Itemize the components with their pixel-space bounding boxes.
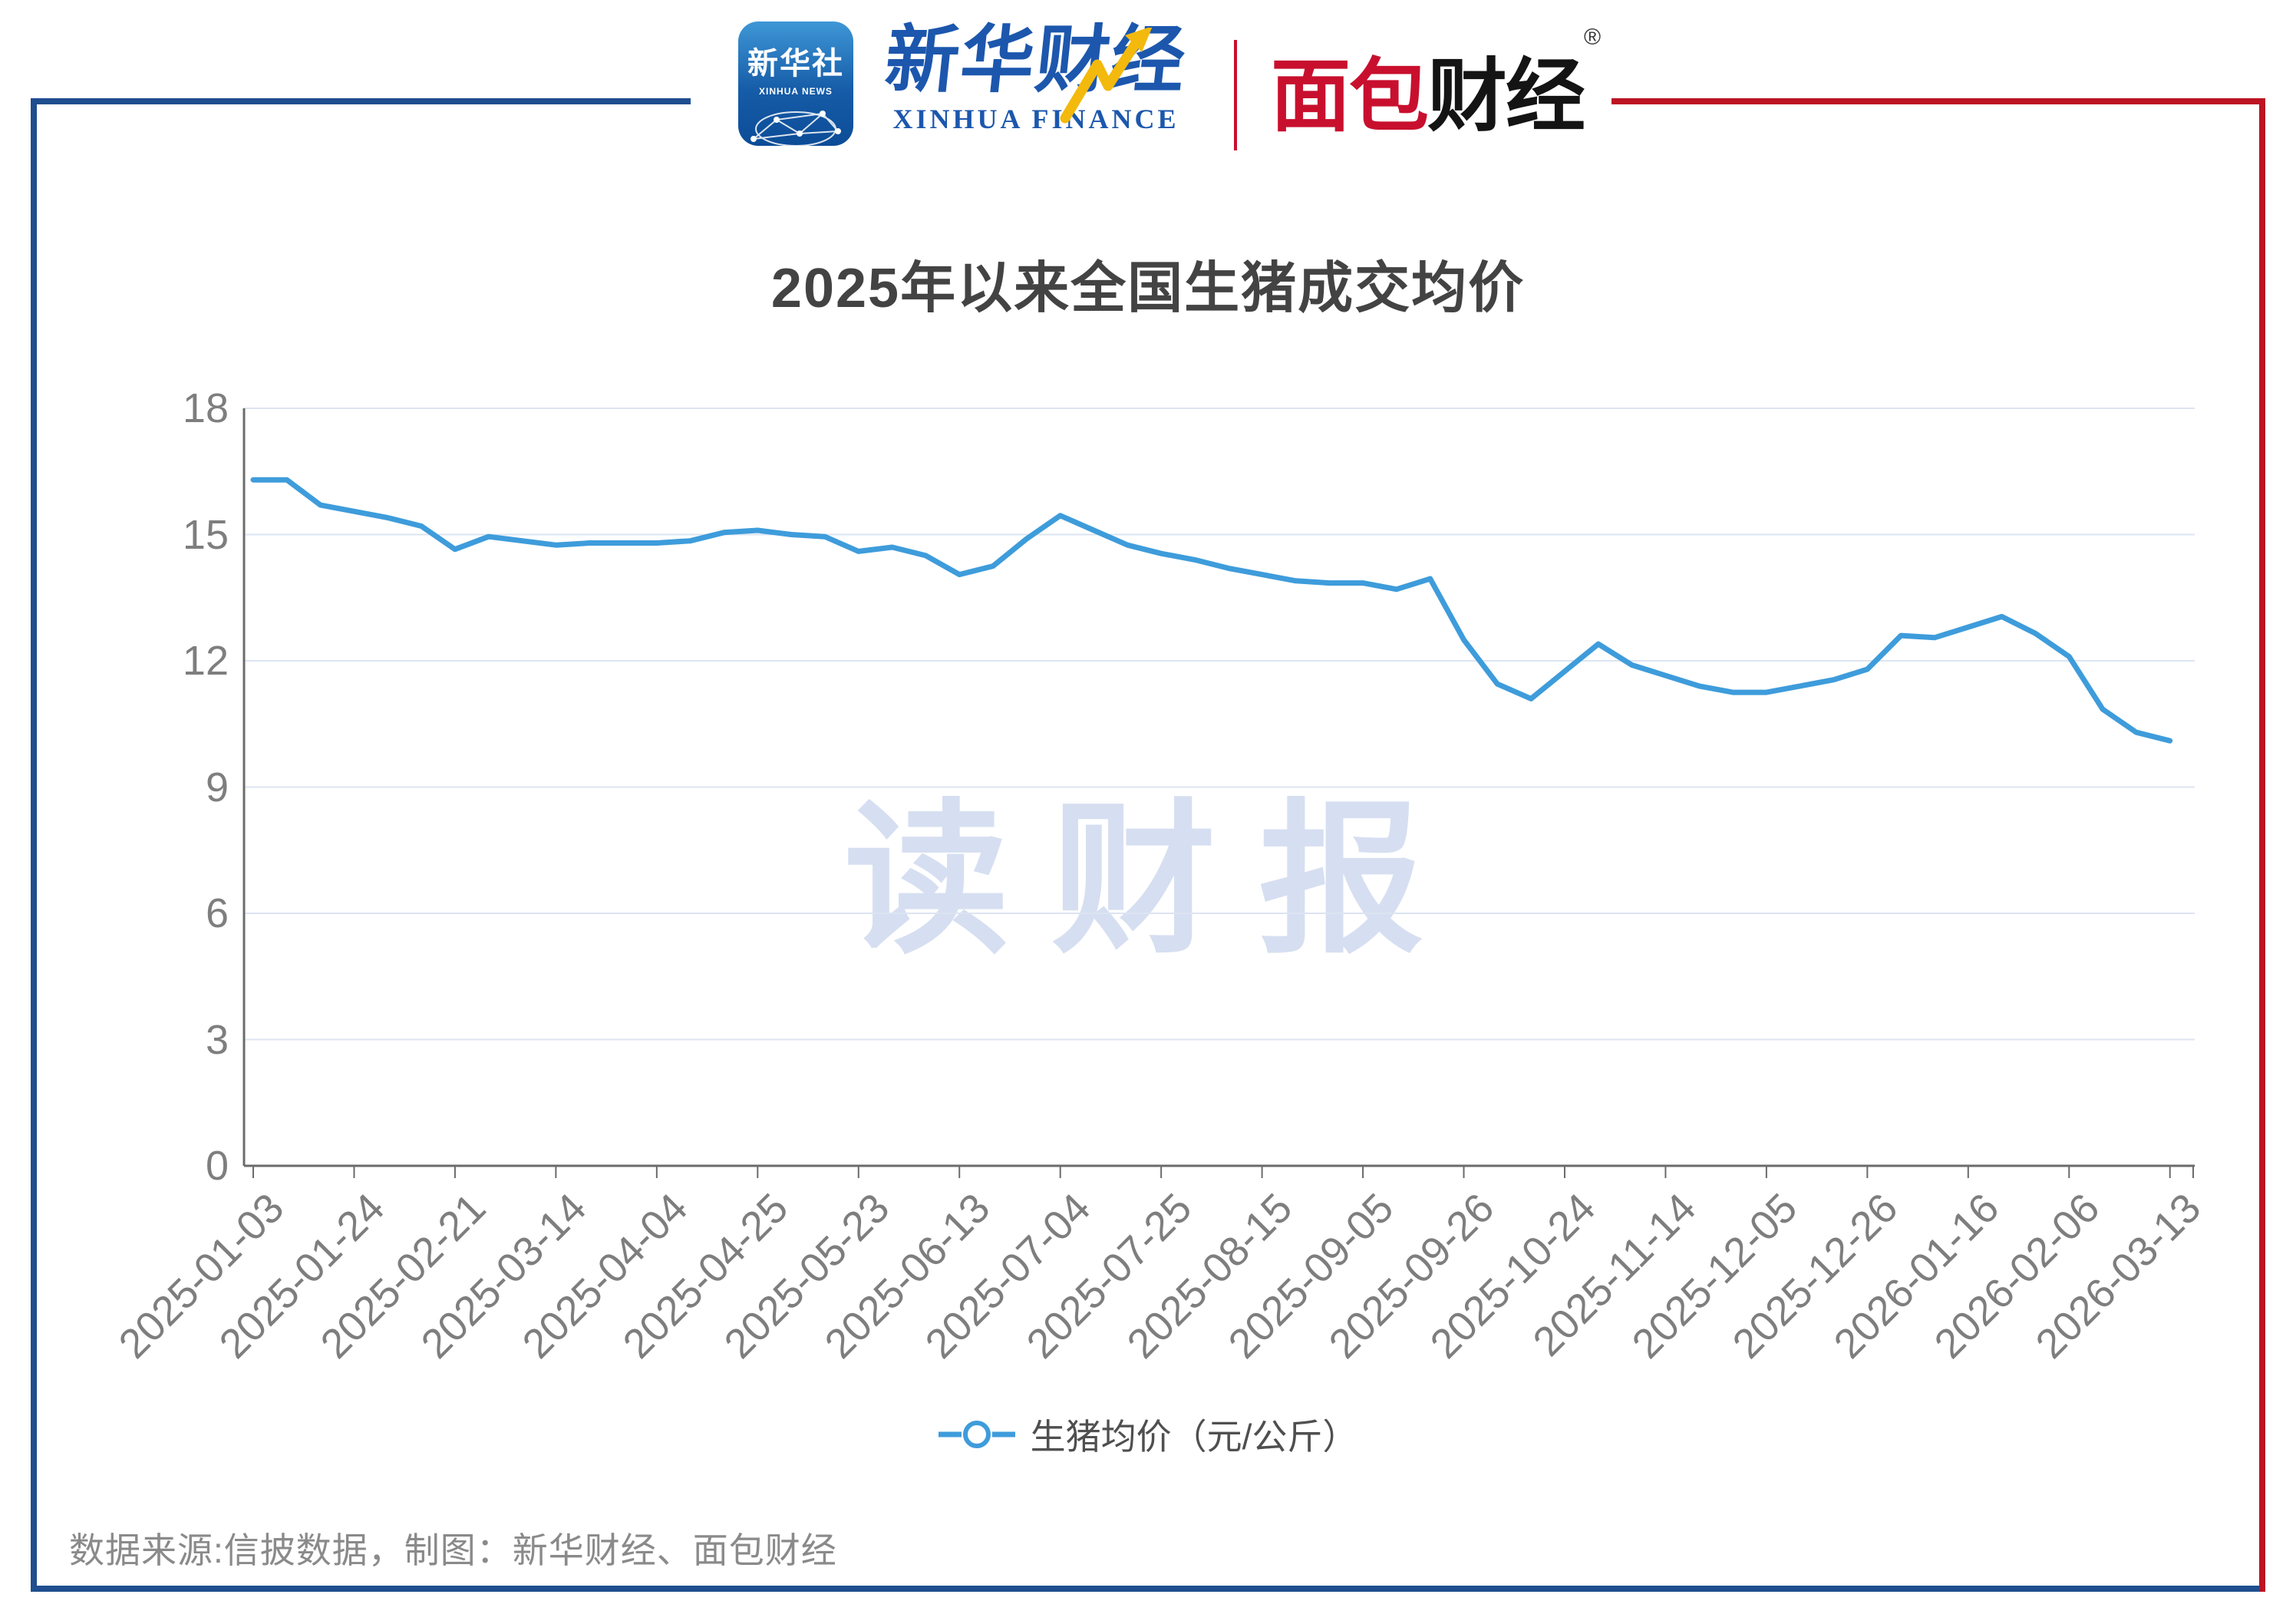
y-axis-label: 0 <box>205 1143 229 1189</box>
y-axis-label: 15 <box>182 511 229 558</box>
frame-right-border <box>2259 98 2265 1592</box>
frame-left-border <box>31 98 37 1592</box>
frame-top-right-border <box>1611 98 2265 104</box>
xinhua-news-logo-en: XINHUA NEWS <box>759 86 833 97</box>
chart-title: 2025年以来全国生猪成交均价 <box>770 258 1526 319</box>
logo-divider <box>1234 40 1237 150</box>
xinhua-news-logo: 新华社 XINHUA NEWS <box>738 21 853 146</box>
xinhua-news-logo-cn: 新华社 <box>747 47 844 81</box>
source-attribution: 数据来源:信披数据，制图：新华财经、面包财经 <box>69 1530 837 1570</box>
legend-line-marker-icon <box>938 1421 1015 1448</box>
xinhua-finance-logo-en: XINHUA FINANCE <box>892 103 1179 134</box>
xinhua-finance-logo: 新华财经 XINHUA FINANCE <box>881 19 1190 135</box>
mianbao-logo-red-text: 面包 <box>1271 52 1429 141</box>
network-globe-icon <box>750 111 841 146</box>
y-axis-label: 9 <box>205 764 229 810</box>
y-axis-label: 6 <box>205 890 229 936</box>
mianbao-logo-black-text: 财经 <box>1427 52 1585 141</box>
frame-top-left-border <box>31 98 691 104</box>
frame-bottom-border <box>31 1586 2265 1592</box>
registered-mark: ® <box>1584 25 1602 50</box>
chart-legend: 生猪均价（元/公斤） <box>0 1409 2296 1460</box>
watermark-text: 读财报 <box>844 787 1466 972</box>
y-axis-label: 3 <box>205 1016 229 1063</box>
y-axis-label: 12 <box>182 638 229 684</box>
legend-label: 生猪均价（元/公斤） <box>1030 1417 1358 1457</box>
yellow-arrow-icon <box>1060 28 1153 124</box>
mianbao-finance-logo: 面包财经® <box>1271 25 1601 147</box>
y-axis-label: 18 <box>182 385 229 431</box>
